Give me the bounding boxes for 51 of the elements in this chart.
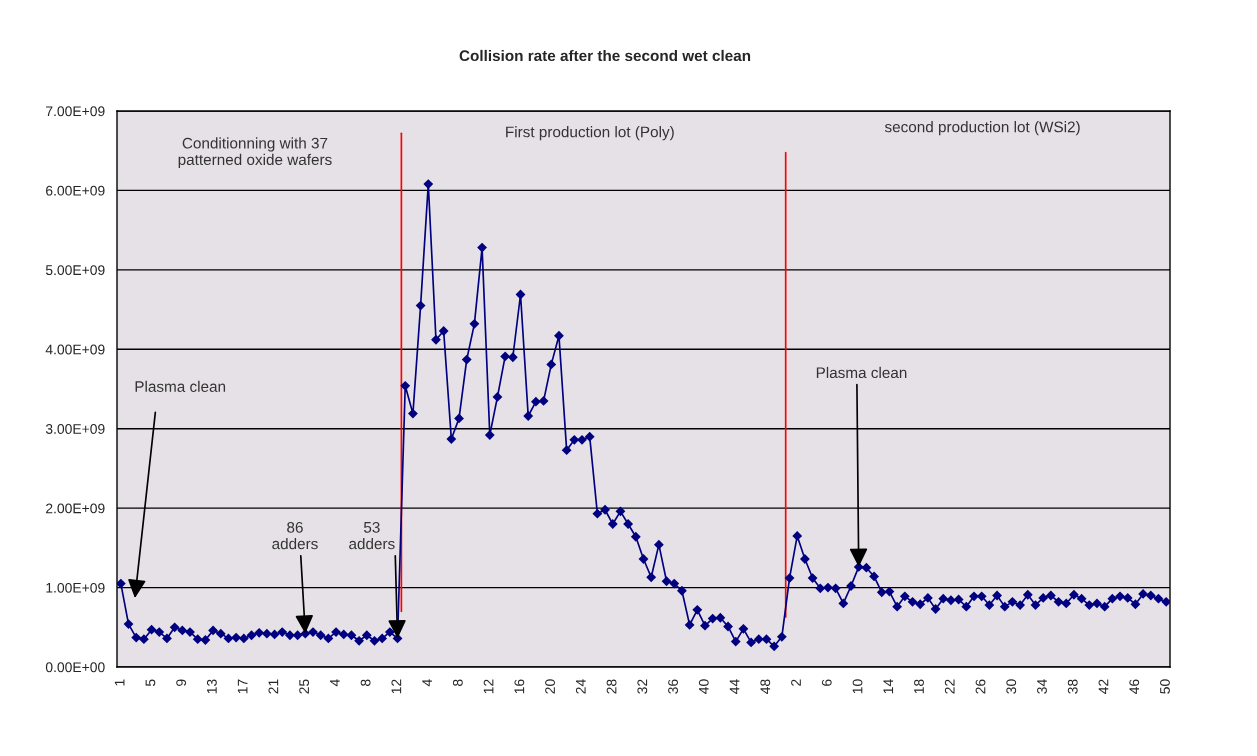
annotation: 53 adders [349,521,395,550]
x-tick-label: 21 [268,679,279,694]
x-tick-label: 36 [668,679,678,694]
annotation: Plasma clean [135,380,226,392]
x-tick-label: 46 [1129,679,1140,694]
x-tick-label: 1 [114,679,125,686]
annotation: second production lot (WSi2) [884,121,1080,136]
y-tick-label: 3.00E+09 [45,424,105,434]
x-tick-label: 28 [606,679,617,694]
x-tick-label: 8 [452,679,463,686]
y-tick-label: 7.00E+09 [46,106,105,117]
x-tick-label: 24 [575,679,586,694]
x-tick-label: 4 [330,679,340,687]
annotation: 86 adders [272,521,318,550]
x-tick-label: 34 [1037,679,1047,694]
x-tick-label: 40 [698,679,709,694]
annotation: First production lot (Poly) [506,126,674,141]
y-tick-label: 0.00E+00 [45,662,105,673]
y-tick-label: 2.00E+09 [46,503,105,514]
x-tick-label: 42 [1098,679,1109,694]
annotation: Plasma clean [816,366,907,379]
x-tick-label: 5 [145,679,156,686]
y-tick-label: 5.00E+09 [45,265,105,276]
x-tick-label: 18 [914,679,924,694]
chart-title: Collision rate after the second wet clean [459,49,751,62]
x-tick-label: 32 [637,679,648,694]
x-tick-label: 12 [391,679,402,694]
x-tick-label: 44 [729,679,740,694]
x-tick-label: 25 [299,679,310,694]
x-tick-label: 48 [760,679,771,694]
x-tick-label: 17 [237,679,248,694]
x-tick-label: 26 [975,679,986,694]
x-tick-label: 22 [944,679,955,694]
x-tick-label: 6 [821,679,832,686]
x-tick-label: 14 [883,679,894,694]
x-tick-label: 50 [1160,679,1170,694]
y-tick-label: 6.00E+09 [46,185,105,196]
x-tick-label: 20 [545,679,555,694]
x-tick-label: 38 [1067,679,1078,694]
x-tick-label: 30 [1006,679,1017,694]
annotation: Conditionning with 37 patterned oxide wafers [178,137,332,169]
x-tick-label: 12 [483,679,494,694]
y-tick-label: 4.00E+09 [45,344,105,355]
x-tick-label: 9 [176,679,187,686]
x-tick-label: 16 [514,679,525,694]
y-tick-label: 1.00E+09 [46,582,105,593]
x-tick-label: 10 [852,679,863,694]
x-tick-label: 13 [206,679,217,694]
x-tick-label: 2 [791,679,801,686]
x-tick-label: 4 [422,679,432,687]
x-tick-label: 8 [360,679,371,686]
